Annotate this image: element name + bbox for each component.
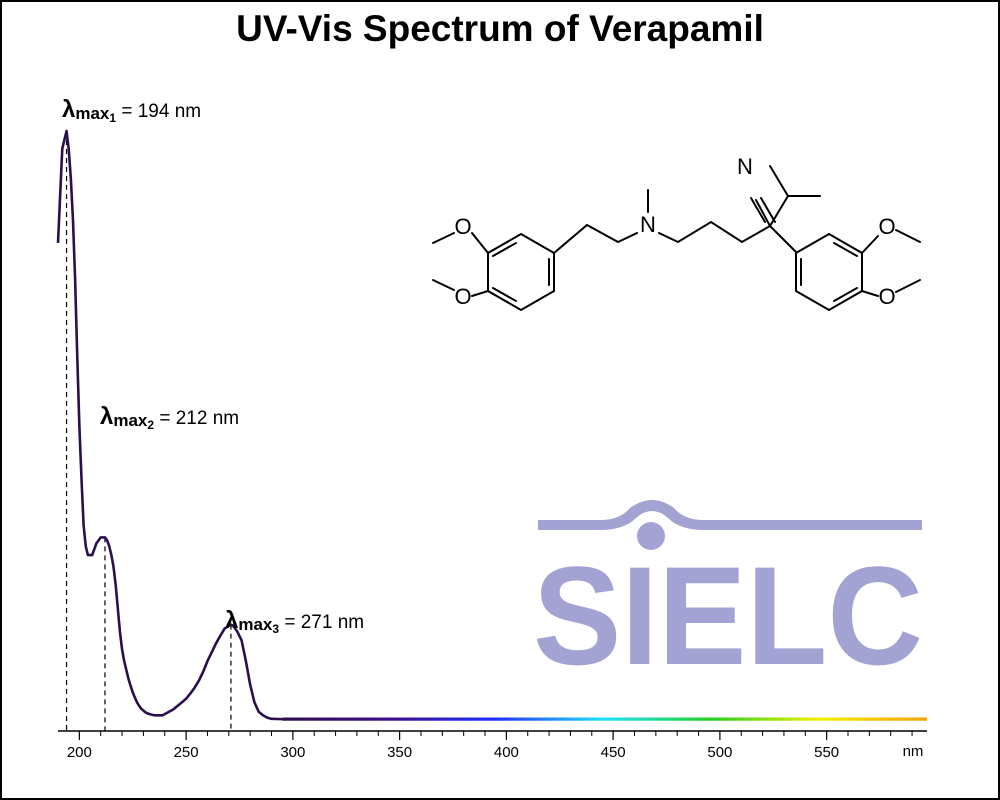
- atom-label: N: [640, 212, 656, 237]
- x-tick-label: 300: [280, 744, 305, 761]
- atom-label: O: [878, 284, 895, 309]
- x-tick-label: 250: [174, 744, 199, 761]
- atom-label: N: [737, 154, 753, 179]
- spectrum-baseline-gradient: [282, 717, 927, 721]
- x-tick-label: 350: [387, 744, 412, 761]
- x-tick-label: 550: [814, 744, 839, 761]
- chart-title: UV-Vis Spectrum of Verapamil: [236, 8, 764, 49]
- x-tick-label: 200: [67, 744, 92, 761]
- logo-text: SIELC: [533, 537, 923, 694]
- atom-label: O: [454, 284, 471, 309]
- peak-label: λmax1 = 194 nm: [62, 96, 201, 125]
- x-unit-label: nm: [903, 743, 924, 760]
- x-tick-label: 400: [494, 744, 519, 761]
- peak-label: λmax2 = 212 nm: [100, 403, 239, 432]
- peak-label: λmax3 = 271 nm: [225, 607, 364, 636]
- atom-label: O: [878, 214, 895, 239]
- sielc-logo-icon: SIELC: [533, 500, 923, 694]
- spectrum-line: [56, 129, 283, 721]
- x-tick-label: 500: [707, 744, 732, 761]
- atom-label: O: [454, 214, 471, 239]
- verapamil-structure-icon: [432, 165, 921, 312]
- x-tick-label: 450: [601, 744, 626, 761]
